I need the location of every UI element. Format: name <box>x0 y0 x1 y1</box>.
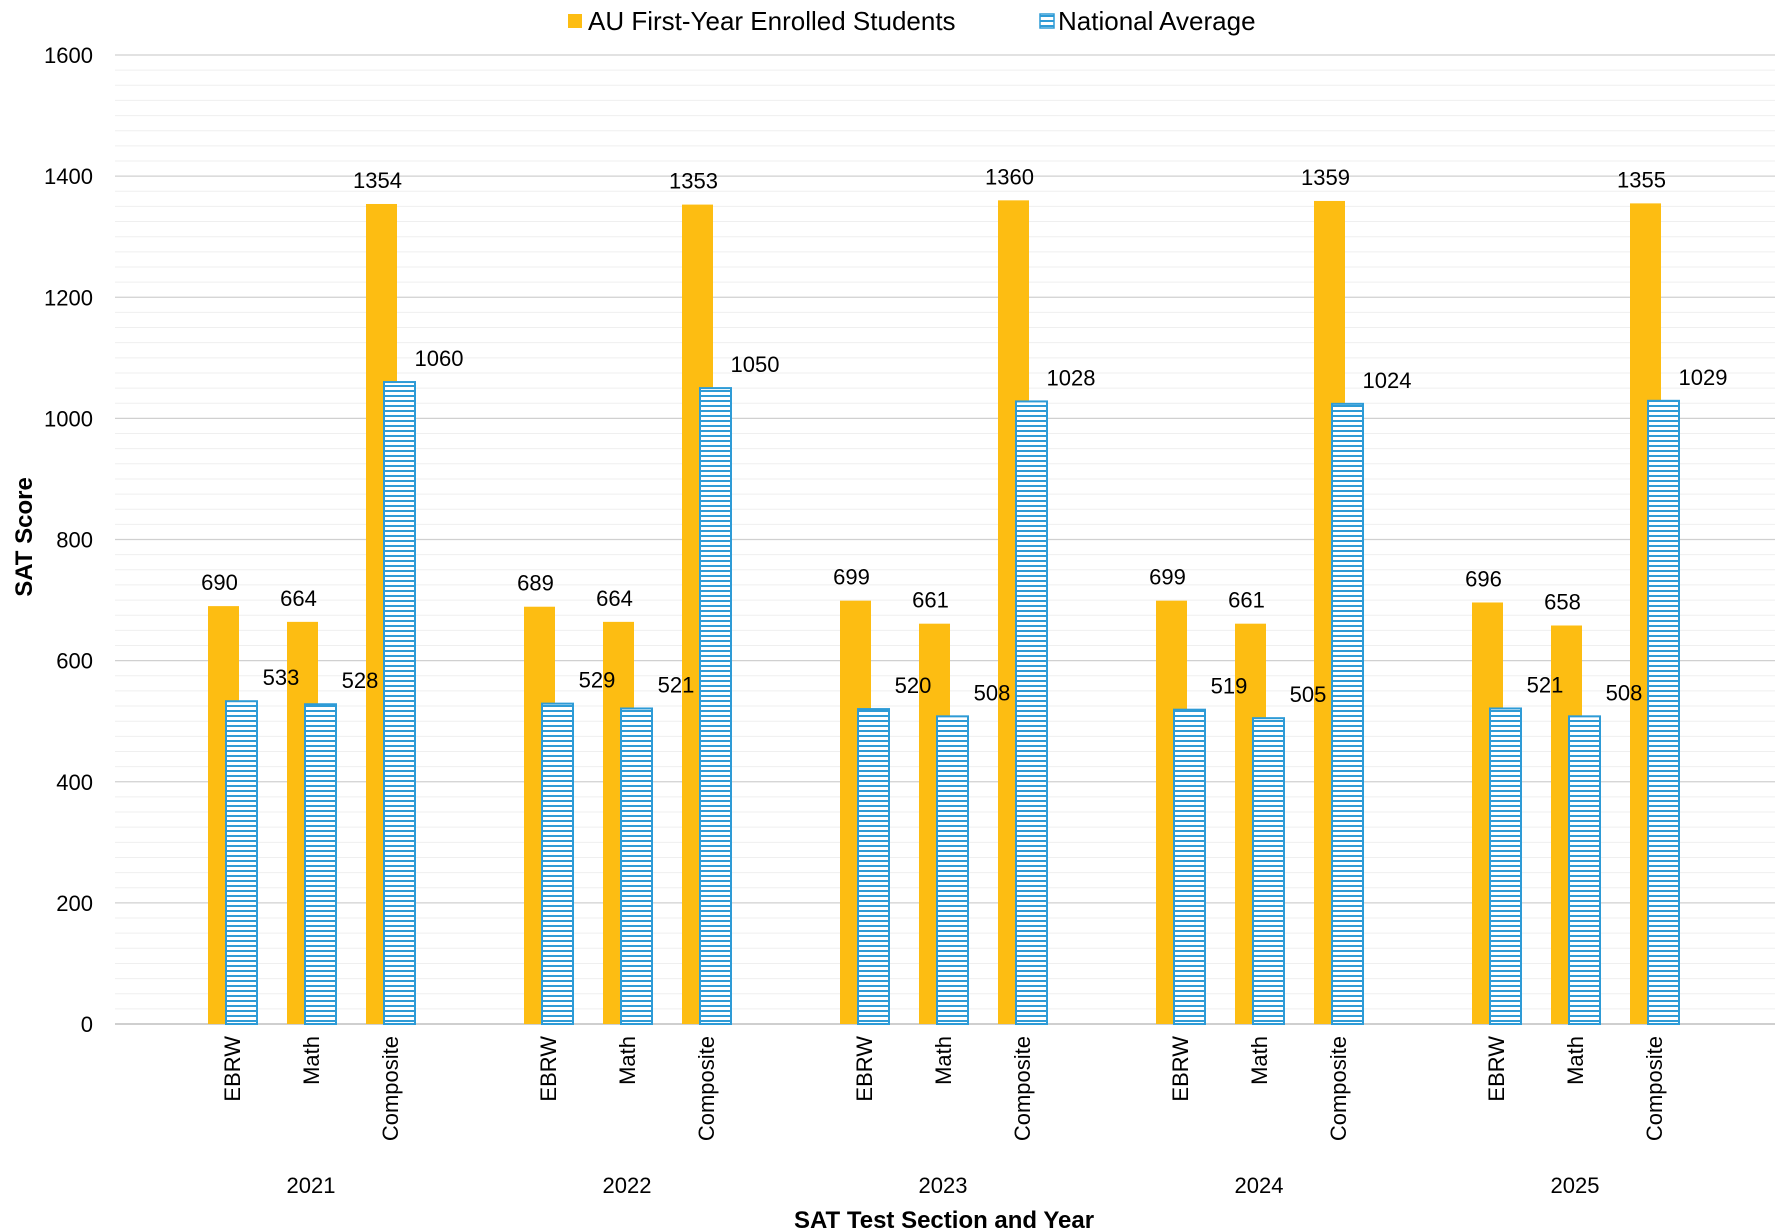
x-category-label: Math <box>1563 1036 1588 1085</box>
x-axis-year-labels: 2021 2022 2023 2024 2025 <box>287 1173 1600 1198</box>
y-tick-label: 0 <box>81 1012 93 1037</box>
national-bar <box>1489 707 1522 1025</box>
au-data-label: 658 <box>1544 589 1581 614</box>
x-year-label: 2023 <box>919 1173 968 1198</box>
x-year-label: 2025 <box>1551 1173 1600 1198</box>
y-tick-label: 800 <box>56 528 93 553</box>
national-bar <box>1015 400 1048 1026</box>
au-data-label: 696 <box>1465 566 1502 591</box>
national-data-label: 1060 <box>415 346 464 371</box>
au-data-label: 1355 <box>1617 167 1666 192</box>
national-bar <box>541 702 574 1025</box>
x-category-label: Composite <box>1326 1036 1351 1141</box>
national-bar <box>383 381 416 1026</box>
legend-swatch-national <box>1039 13 1055 29</box>
x-category-label: Composite <box>378 1036 403 1141</box>
national-data-label: 1028 <box>1047 365 1096 390</box>
legend-swatch-au <box>568 14 582 28</box>
national-bar <box>225 700 258 1026</box>
national-bar <box>1647 399 1680 1025</box>
national-data-label: 529 <box>579 668 616 693</box>
y-tick-label: 1200 <box>44 285 93 310</box>
x-category-label: EBRW <box>1484 1036 1509 1102</box>
x-category-label: EBRW <box>536 1036 561 1102</box>
x-category-label: Math <box>931 1036 956 1085</box>
national-data-label: 521 <box>658 672 695 697</box>
national-bar <box>1568 715 1601 1026</box>
national-bar <box>699 387 732 1025</box>
y-axis-ticks: 0 200 400 600 800 1000 1200 1400 1600 <box>44 43 93 1037</box>
national-bar <box>936 715 969 1026</box>
national-data-label: 508 <box>974 680 1011 705</box>
legend: AU First-Year Enrolled Students National … <box>568 6 1256 36</box>
au-data-label: 661 <box>1228 588 1265 613</box>
national-data-label: 1024 <box>1363 368 1412 393</box>
au-data-label: 689 <box>517 571 554 596</box>
national-data-label: 1050 <box>731 352 780 377</box>
data-labels: 690 533 664 528 1354 1060 689 529 664 521 1353 1050… <box>201 164 1727 707</box>
y-tick-label: 1000 <box>44 406 93 431</box>
x-axis-category-labels: EBRW Math Composite EBRW Math Composite EBRW Ma… <box>220 1036 1667 1141</box>
x-category-label: Composite <box>1642 1036 1667 1141</box>
au-data-label: 664 <box>280 586 317 611</box>
legend-label-national: National Average <box>1058 6 1256 36</box>
national-data-label: 521 <box>1527 672 1564 697</box>
x-category-label: Math <box>299 1036 324 1085</box>
x-axis-title: SAT Test Section and Year <box>794 1207 1094 1232</box>
national-bar <box>304 703 337 1025</box>
x-category-label: Math <box>615 1036 640 1085</box>
national-data-label: 1029 <box>1679 365 1728 390</box>
legend-label-au: AU First-Year Enrolled Students <box>588 6 956 36</box>
bar-series <box>208 200 1680 1026</box>
national-bar <box>1252 717 1285 1025</box>
x-category-label: EBRW <box>1168 1036 1193 1102</box>
y-tick-label: 400 <box>56 770 93 795</box>
x-category-label: Composite <box>1010 1036 1035 1141</box>
national-bar <box>857 708 890 1025</box>
national-data-label: 505 <box>1290 682 1327 707</box>
x-category-label: EBRW <box>852 1036 877 1102</box>
national-data-label: 519 <box>1211 674 1248 699</box>
au-data-label: 699 <box>1149 565 1186 590</box>
national-bar <box>1173 708 1206 1025</box>
y-tick-label: 1600 <box>44 43 93 68</box>
au-data-label: 661 <box>912 588 949 613</box>
au-data-label: 1353 <box>669 169 718 194</box>
au-data-label: 1359 <box>1301 165 1350 190</box>
national-data-label: 533 <box>263 665 300 690</box>
au-data-label: 690 <box>201 570 238 595</box>
x-year-label: 2021 <box>287 1173 336 1198</box>
au-data-label: 664 <box>596 586 633 611</box>
y-tick-label: 200 <box>56 891 93 916</box>
national-bar <box>620 707 653 1025</box>
national-data-label: 508 <box>1606 680 1643 705</box>
national-bar <box>1331 402 1364 1025</box>
au-data-label: 699 <box>833 565 870 590</box>
x-category-label: Composite <box>694 1036 719 1141</box>
x-year-label: 2024 <box>1235 1173 1284 1198</box>
au-data-label: 1360 <box>985 164 1034 189</box>
x-category-label: Math <box>1247 1036 1272 1085</box>
y-tick-label: 1400 <box>44 164 93 189</box>
x-year-label: 2022 <box>603 1173 652 1198</box>
au-data-label: 1354 <box>353 168 402 193</box>
y-axis-title: SAT Score <box>11 477 38 597</box>
national-data-label: 520 <box>895 673 932 698</box>
national-data-label: 528 <box>342 668 379 693</box>
x-category-label: EBRW <box>220 1036 245 1102</box>
y-tick-label: 600 <box>56 649 93 674</box>
